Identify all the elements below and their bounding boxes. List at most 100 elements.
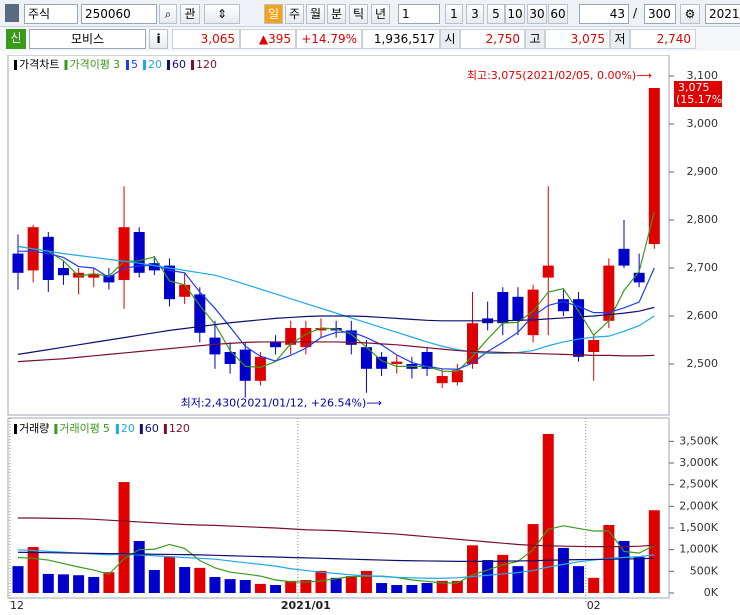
volume-bar: [482, 560, 494, 593]
volume-bar: [451, 580, 463, 593]
market-select[interactable]: 주식: [24, 4, 78, 24]
low-label: 저: [610, 29, 630, 49]
legend-ma-label: 거래이평: [59, 422, 99, 435]
moving-average: [17, 245, 655, 355]
volume-bar: [345, 576, 357, 593]
low: 2,740: [630, 29, 696, 49]
date-input[interactable]: 2021/: [705, 4, 740, 24]
high: 3,075: [545, 29, 610, 49]
settings-button[interactable]: ⚙: [680, 4, 700, 24]
last-rate: (15.17%): [676, 93, 727, 106]
candle-body: [542, 265, 554, 278]
menu-icon[interactable]: [5, 4, 19, 22]
volume-bar: [73, 575, 85, 593]
volume-bar: [285, 580, 297, 593]
legend-swatch: [139, 424, 143, 434]
step-button[interactable]: 60: [548, 4, 568, 24]
volume-bar: [27, 547, 39, 593]
volume-bar: [633, 557, 645, 593]
unit-select[interactable]: 1: [398, 4, 440, 24]
y-tick-label: 3,100: [687, 69, 719, 82]
candle-body: [527, 289, 539, 336]
candle-body: [467, 323, 478, 364]
open: 2,750: [460, 29, 525, 49]
volume-bar: [164, 557, 175, 593]
candle-body: [345, 330, 357, 345]
legend-entry: 20: [121, 422, 135, 435]
volume-bar: [12, 566, 24, 593]
change: ▲395: [240, 29, 296, 49]
candle-body: [618, 248, 630, 266]
candle-body: [512, 296, 524, 321]
y-tick-label: 2,500K: [679, 478, 718, 491]
period-button[interactable]: 월: [306, 4, 325, 24]
volume-bar: [42, 573, 54, 593]
spinner[interactable]: ⇕: [204, 4, 240, 24]
legend-entry: 5: [103, 422, 110, 435]
x-tick-label: 12: [10, 599, 24, 612]
volume-bar: [103, 572, 115, 593]
legend-swatch: [64, 60, 68, 70]
y-tick-label: 2,700: [687, 261, 719, 274]
candle-body: [148, 263, 160, 271]
step-button[interactable]: 3: [466, 4, 484, 24]
last-price-box: [674, 81, 722, 107]
rate: +14.79%: [296, 29, 362, 49]
moving-average: [17, 306, 655, 355]
volume-bar: [88, 576, 100, 593]
legend-swatch: [163, 424, 167, 434]
high-label: 고: [525, 29, 545, 49]
volume-bar: [436, 580, 448, 593]
period-button[interactable]: 틱: [349, 4, 368, 24]
watch-button[interactable]: 관: [180, 4, 200, 24]
legend-title: 가격차트: [19, 58, 59, 71]
volume-bar: [467, 545, 478, 593]
count-input[interactable]: 43: [579, 4, 629, 24]
stock-name: 모비스: [29, 29, 146, 49]
candle-body: [57, 268, 69, 276]
volume-bar: [118, 482, 130, 593]
open-label: 시: [440, 29, 460, 49]
price: 3,065: [172, 29, 240, 49]
y-tick-label: 2,500: [687, 357, 719, 370]
step-button[interactable]: 30: [527, 4, 547, 24]
period-button[interactable]: 일: [264, 4, 283, 24]
volume-bar: [239, 579, 251, 593]
code-input[interactable]: 250060: [81, 4, 157, 24]
slash: /: [633, 6, 638, 20]
y-tick-label: 1,000K: [679, 543, 718, 556]
legend-entry: 5: [131, 58, 138, 71]
volume-bar: [648, 510, 660, 593]
volume-bar: [133, 540, 145, 593]
moving-average: [18, 517, 655, 548]
legend-title: 거래량: [19, 422, 49, 435]
x-tick-label: 2021/01: [281, 599, 331, 612]
step-button[interactable]: 1: [445, 4, 463, 24]
volume-bar: [330, 577, 342, 593]
info-button[interactable]: i: [149, 29, 168, 49]
legend-swatch: [115, 424, 119, 434]
moving-average: [18, 250, 655, 370]
candle-body: [73, 272, 85, 278]
search-button[interactable]: ⌕: [159, 4, 177, 24]
last-price: 3,075: [678, 81, 710, 94]
period-button[interactable]: 주: [285, 4, 304, 24]
volume-bar: [194, 567, 206, 593]
total-input[interactable]: 300: [644, 4, 676, 24]
candle-body: [648, 88, 660, 244]
period-button[interactable]: 년: [371, 4, 390, 24]
x-tick-label: 02: [587, 599, 601, 612]
volume-bar: [573, 566, 585, 593]
badge: 신: [6, 29, 26, 49]
candle-body: [118, 227, 130, 280]
step-button[interactable]: 10: [505, 4, 525, 24]
volume: 1,936,517: [362, 29, 440, 49]
moving-average: [17, 525, 655, 584]
period-button[interactable]: 분: [327, 4, 346, 24]
y-tick-label: 2,800: [687, 213, 719, 226]
volume-bar: [512, 566, 524, 593]
y-tick-label: 2,900: [687, 165, 719, 178]
step-button[interactable]: 5: [487, 4, 505, 24]
volume-bar: [406, 584, 418, 593]
volume-bar: [542, 433, 554, 593]
